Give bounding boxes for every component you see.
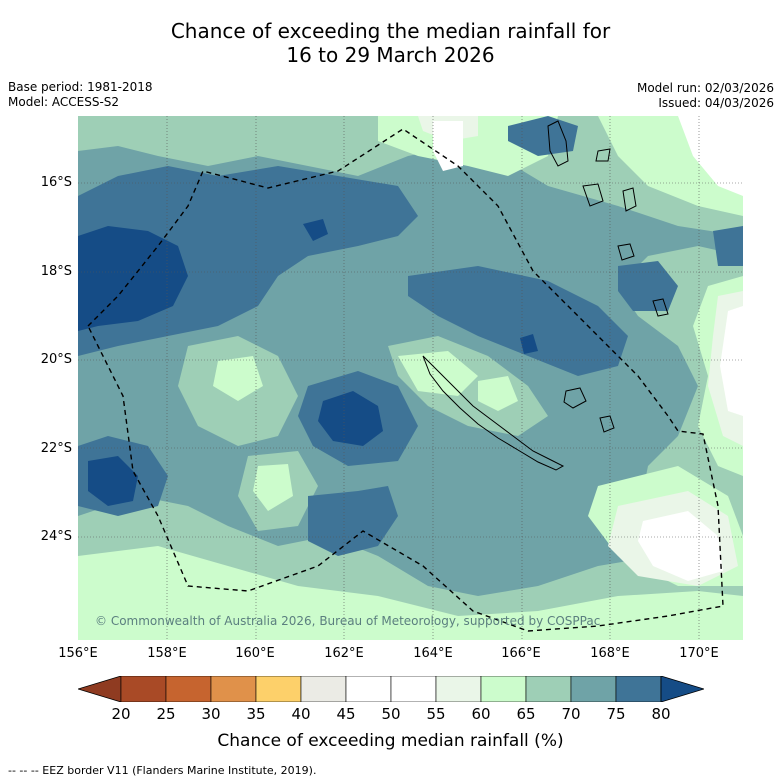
contour-80-small1 xyxy=(303,219,328,241)
issued-date: Issued: 04/03/2026 xyxy=(658,96,774,110)
lat-label-24s: 24°S xyxy=(40,529,72,544)
contour-60-south-center xyxy=(478,376,518,411)
lat-label-22s: 22°S xyxy=(40,441,72,456)
colorbar-high-arrow xyxy=(660,676,704,702)
cb-tick-55: 55 xyxy=(426,705,446,723)
contour-60-w1 xyxy=(213,356,263,401)
colorbar-45-50 xyxy=(345,676,392,702)
contour-white-ne xyxy=(678,116,743,196)
colorbar-35-40 xyxy=(255,676,302,702)
vanuatu-island-5 xyxy=(652,298,669,317)
colorbar-65-70 xyxy=(525,676,572,702)
contour-60-mid xyxy=(398,351,478,396)
contour-white-top xyxy=(433,121,463,171)
cb-tick-65: 65 xyxy=(516,705,536,723)
contour-65-top xyxy=(78,116,743,236)
contour-75-far-e xyxy=(713,226,743,266)
title-line-1: Chance of exceeding the median rainfall … xyxy=(170,19,611,43)
meta-left: Base period: 1981-2018 Model: ACCESS-S2 xyxy=(8,80,153,110)
map-title: Chance of exceeding the median rainfall … xyxy=(0,19,781,67)
new-caledonia-island xyxy=(422,355,565,471)
cb-tick-75: 75 xyxy=(606,705,626,723)
contour-white-e xyxy=(720,306,743,416)
lon-label-160e: 160°E xyxy=(235,646,275,661)
vanuatu-island-1 xyxy=(547,120,569,167)
rainfall-contours xyxy=(78,116,743,640)
cb-tick-80: 80 xyxy=(651,705,671,723)
contour-80-sw xyxy=(88,456,138,506)
cb-tick-45: 45 xyxy=(336,705,356,723)
eez-footnote: -- -- -- EEZ border V11 (Flanders Marine… xyxy=(8,764,317,777)
contour-75-south xyxy=(308,486,398,556)
cb-tick-35: 35 xyxy=(246,705,266,723)
lon-label-166e: 166°E xyxy=(501,646,541,661)
cb-tick-60: 60 xyxy=(471,705,491,723)
model-name: Model: ACCESS-S2 xyxy=(8,95,120,109)
eez-border xyxy=(87,128,724,632)
colorbar-40-45 xyxy=(300,676,347,702)
island-loyalty-2 xyxy=(599,415,615,433)
lat-label-16s: 16°S xyxy=(40,175,72,190)
colorbar-low-arrow xyxy=(78,676,122,702)
contour-white-se xyxy=(638,511,723,581)
island-loyalty-1 xyxy=(563,387,587,409)
contour-80-small2 xyxy=(520,334,538,354)
colorbar-30-35 xyxy=(210,676,257,702)
colorbar-70-75 xyxy=(570,676,617,702)
cb-tick-50: 50 xyxy=(381,705,401,723)
contour-75-east xyxy=(408,266,628,376)
vanuatu-island-4 xyxy=(617,243,635,261)
lon-label-164e: 164°E xyxy=(413,646,453,661)
colorbar-20-25 xyxy=(120,676,167,702)
contour-80-center xyxy=(318,391,383,446)
rainfall-map xyxy=(78,116,743,640)
vanuatu-island-2 xyxy=(582,183,604,207)
contour-60-south xyxy=(78,546,743,640)
lon-label-158e: 158°E xyxy=(147,646,187,661)
cb-tick-20: 20 xyxy=(111,705,131,723)
colorbar-55-60 xyxy=(435,676,482,702)
colorbar xyxy=(78,676,704,702)
lat-label-20s: 20°S xyxy=(40,352,72,367)
vanuatu-island-3 xyxy=(595,148,611,162)
base-period: Base period: 1981-2018 xyxy=(8,80,153,94)
lon-label-168e: 168°E xyxy=(590,646,630,661)
lat-label-18s: 18°S xyxy=(40,264,72,279)
cb-tick-40: 40 xyxy=(291,705,311,723)
colorbar-label: Chance of exceeding median rainfall (%) xyxy=(217,731,564,751)
meta-right: Model run: 02/03/2026 Issued: 04/03/2026 xyxy=(637,81,774,111)
copyright-notice: © Commonwealth of Australia 2026, Bureau… xyxy=(95,614,601,628)
contour-80-west xyxy=(78,226,188,331)
colorbar-50-55 xyxy=(390,676,437,702)
cb-tick-30: 30 xyxy=(201,705,221,723)
title-line-2: 16 to 29 March 2026 xyxy=(286,43,495,67)
model-run: Model run: 02/03/2026 xyxy=(636,81,774,95)
colorbar-25-30 xyxy=(165,676,212,702)
cb-tick-25: 25 xyxy=(156,705,176,723)
lon-label-170e: 170°E xyxy=(679,646,719,661)
cb-tick-70: 70 xyxy=(561,705,581,723)
lon-label-162e: 162°E xyxy=(324,646,364,661)
colorbar-60-65 xyxy=(480,676,527,702)
contour-60-sw1 xyxy=(253,464,293,511)
colorbar-75-80 xyxy=(615,676,662,702)
vanuatu-island-6 xyxy=(622,187,637,212)
lon-label-156e: 156°E xyxy=(58,646,98,661)
